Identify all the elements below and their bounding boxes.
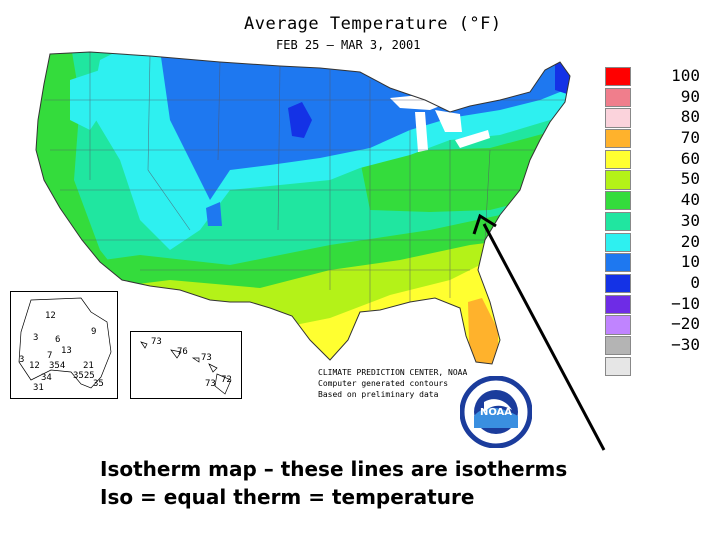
noaa-logo-text: NOAA xyxy=(480,407,512,418)
credit-line: Computer generated contours xyxy=(318,379,449,388)
hawaii-label: 76 xyxy=(177,347,188,357)
state-borders xyxy=(44,52,570,310)
alaska-label: 34 xyxy=(41,373,52,383)
us-temperature-map xyxy=(35,51,571,365)
lake-erie xyxy=(455,130,490,148)
caption-line-2: Iso = equal therm = temperature xyxy=(100,485,475,509)
alaska-inset: 12 9 3 6 13 7 12 354 21 34 3525 35 31 3 xyxy=(10,291,118,399)
legend-swatch xyxy=(605,191,631,211)
legend-swatch xyxy=(605,232,631,252)
credit-line: CLIMATE PREDICTION CENTER, NOAA xyxy=(318,368,468,377)
us-outline xyxy=(35,51,571,365)
lake-michigan xyxy=(415,112,428,152)
caption-line-1: Isotherm map – these lines are isotherms xyxy=(100,457,568,481)
hawaii-label: 73 xyxy=(151,337,162,347)
legend-label: −20 xyxy=(671,314,700,334)
map-band-maine-0 xyxy=(555,60,570,95)
alaska-label: 12 xyxy=(45,311,56,321)
legend-label: 40 xyxy=(680,190,700,210)
alaska-label: 31 xyxy=(33,383,44,393)
noaa-logo: NOAA xyxy=(460,376,532,448)
map-credits: CLIMATE PREDICTION CENTER, NOAA Computer… xyxy=(318,367,467,400)
alaska-label: 7 xyxy=(47,351,53,361)
hawaii-label: 72 xyxy=(221,375,232,385)
map-band-colorado-10 xyxy=(206,202,222,226)
legend-label: 0 xyxy=(690,272,700,292)
legend-label: 100 xyxy=(671,66,700,85)
legend-swatch xyxy=(605,335,631,356)
alaska-label: 3525 xyxy=(73,371,95,381)
legend-swatch xyxy=(605,315,631,335)
map-band-dakota-0 xyxy=(288,102,312,138)
legend-label: 50 xyxy=(680,169,700,189)
legend-swatch xyxy=(605,253,631,273)
legend-swatch xyxy=(605,294,631,314)
legend-swatch xyxy=(605,170,631,190)
legend-label: −30 xyxy=(671,334,700,354)
alaska-label: 354 xyxy=(49,361,66,371)
legend-swatch xyxy=(605,149,631,170)
map-band-east-40 xyxy=(360,132,570,212)
credit-line: Based on preliminary data xyxy=(318,390,439,399)
legend-label: 70 xyxy=(680,128,700,148)
alaska-label: 12 xyxy=(29,361,40,371)
legend-label: 80 xyxy=(680,107,700,127)
alaska-label: 9 xyxy=(91,327,97,337)
legend-label: −10 xyxy=(671,293,700,313)
legend-swatch xyxy=(605,129,631,149)
legend-label xyxy=(640,356,700,377)
hawaii-inset: 73 76 73 72 73 xyxy=(130,331,242,399)
alaska-outline xyxy=(18,297,112,389)
legend-swatch xyxy=(605,356,631,376)
legend-swatch xyxy=(605,211,631,232)
legend-label: 90 xyxy=(680,86,700,106)
legend-label: 20 xyxy=(680,231,700,251)
legend-label: 30 xyxy=(680,210,700,230)
legend-swatch xyxy=(605,108,631,128)
alaska-label: 21 xyxy=(83,361,94,371)
hawaii-label: 73 xyxy=(201,353,212,363)
arrow-annotation xyxy=(472,213,606,451)
alaska-label: 35 xyxy=(93,379,104,389)
legend-label: 10 xyxy=(680,252,700,272)
map-title: Average Temperature (°F) xyxy=(244,14,502,34)
hawaii-outline xyxy=(140,341,232,395)
hawaii-label: 73 xyxy=(205,379,216,389)
alaska-label: 6 xyxy=(55,335,61,345)
lake-huron xyxy=(435,110,462,132)
color-legend-labels: 100 90 80 70 60 50 40 30 20 10 0 −10 −20 −30 xyxy=(640,66,700,376)
alaska-label: 3 xyxy=(19,355,25,365)
color-legend xyxy=(605,67,631,377)
legend-swatch xyxy=(605,87,631,107)
alaska-label: 3 xyxy=(33,333,39,343)
legend-swatch xyxy=(605,67,631,87)
map-date-range: FEB 25 – MAR 3, 2001 xyxy=(276,38,421,52)
legend-label: 60 xyxy=(680,148,700,168)
alaska-label: 13 xyxy=(61,346,72,356)
legend-swatch xyxy=(605,273,631,294)
